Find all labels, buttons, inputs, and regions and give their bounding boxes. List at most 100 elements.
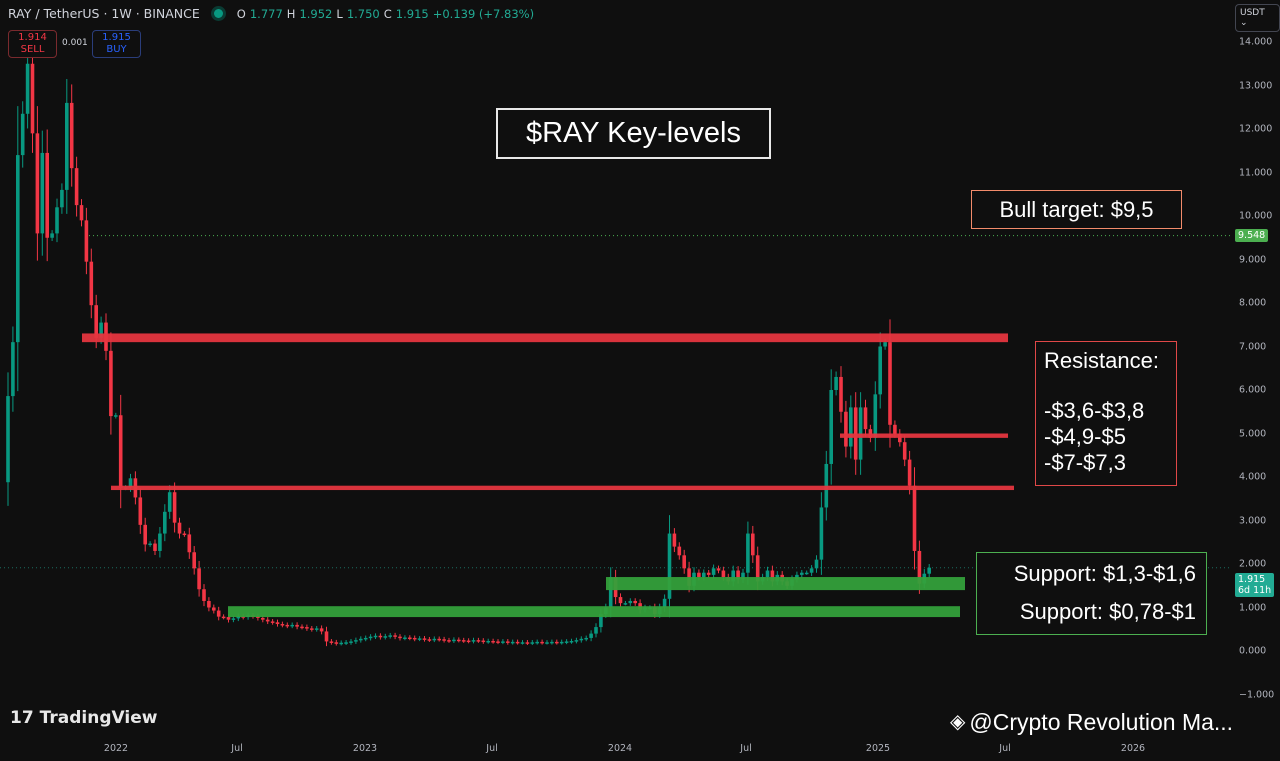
candle-body <box>873 394 878 438</box>
time-tick-label: Jul <box>231 743 243 754</box>
candle-body <box>373 635 378 638</box>
candle-body <box>50 233 54 238</box>
resistance-item: -$3,6-$3,8 <box>1044 398 1145 423</box>
resistance-zone <box>82 333 1008 343</box>
candle-body <box>765 570 770 578</box>
currency-label: USDT <box>1240 8 1265 18</box>
buy-button[interactable]: 1.915 BUY <box>92 30 141 58</box>
candle-body <box>153 543 157 551</box>
candle-body <box>457 639 461 642</box>
candle-body <box>167 492 172 512</box>
candle-body <box>452 639 456 642</box>
candle-body <box>731 570 735 582</box>
ohlc-low: 1.750 <box>346 6 380 21</box>
symbol-title[interactable]: RAY / TetherUS · 1W · BINANCE <box>8 6 200 21</box>
candle-body <box>55 207 59 234</box>
candle-body <box>461 640 466 642</box>
binance-icon: ◈ <box>950 711 966 733</box>
time-tick-label: 2023 <box>352 743 378 754</box>
candle-body <box>520 642 525 644</box>
candle-body <box>814 559 819 569</box>
candle-body <box>20 113 25 156</box>
candle-body <box>305 627 309 629</box>
candle-body <box>893 424 897 434</box>
candle-body <box>442 639 446 641</box>
candle-body <box>545 642 549 644</box>
bull-target-annotation[interactable]: Bull target: $9,5 <box>971 190 1182 229</box>
candle-body <box>295 624 299 627</box>
candle-body <box>403 637 407 640</box>
candle-body <box>662 598 667 608</box>
ohlc-high: 1.952 <box>299 6 333 21</box>
candle-body <box>329 641 334 643</box>
time-tick-label: Jul <box>999 743 1011 754</box>
candle-body <box>148 543 152 546</box>
price-tick-label: 6.000 <box>1239 384 1267 396</box>
candle-body <box>158 533 162 551</box>
candle-body <box>751 533 755 556</box>
time-tick-label: 2022 <box>103 743 129 754</box>
ohlc-close: 1.915 <box>395 6 429 21</box>
candle-body <box>408 637 412 640</box>
resistance-annotation[interactable]: Resistance: -$3,6-$3,8 -$4,9-$5 -$7-$7,3 <box>1035 341 1177 486</box>
ohlc-readout: O 1.777 H 1.952 L 1.750 C 1.915 +0.139 (+7.8… <box>237 7 534 21</box>
candle-body <box>45 152 49 238</box>
price-tick-label: 8.000 <box>1239 297 1267 309</box>
sell-button[interactable]: 1.914 SELL <box>8 30 57 58</box>
candle-body <box>599 614 603 628</box>
candle-body <box>60 189 64 208</box>
sell-price: 1.914 <box>18 32 47 43</box>
candle-body <box>466 640 471 643</box>
candle-body <box>310 628 314 630</box>
price-tick-label: 9.000 <box>1239 254 1267 265</box>
candle-body <box>265 619 270 622</box>
candle-body <box>515 641 520 644</box>
candle-body <box>437 638 441 641</box>
candle-body <box>84 220 89 262</box>
candle-body <box>383 636 388 638</box>
price-tick-label: 12.000 <box>1239 123 1273 135</box>
candle-body <box>40 152 45 234</box>
candle-body <box>427 639 432 641</box>
ohlc-open-label: O <box>236 6 246 21</box>
support-annotation[interactable]: Support: $1,3-$1,6 Support: $0,78-$1 <box>976 552 1207 635</box>
chart-title-annotation[interactable]: $RAY Key-levels <box>496 108 771 159</box>
candle-body <box>844 411 848 447</box>
price-tick-label: 13.000 <box>1239 80 1273 91</box>
candle-body <box>378 635 383 638</box>
buy-price: 1.915 <box>102 32 131 43</box>
candle-body <box>559 641 564 644</box>
support-zone <box>228 606 960 618</box>
resistance-item: -$7-$7,3 <box>1044 450 1126 475</box>
candle-body <box>628 600 633 604</box>
candle-body <box>285 624 290 627</box>
ohlc-open: 1.777 <box>249 6 283 21</box>
currency-dropdown[interactable]: USDT ⌄ <box>1235 4 1280 32</box>
candle-body <box>917 550 922 584</box>
candle-body <box>300 626 304 629</box>
resistance-item: -$4,9-$5 <box>1044 424 1126 449</box>
candle-body <box>432 638 437 641</box>
candle-body <box>79 205 84 221</box>
candle-body <box>216 610 221 617</box>
candle-body <box>65 102 69 190</box>
price-tick-label: 1.000 <box>1239 602 1267 613</box>
candle-body <box>261 617 265 620</box>
price-tick-label: 5.000 <box>1239 428 1267 439</box>
candle-body <box>746 533 750 573</box>
tradingview-logo[interactable]: 17 TradingView <box>10 708 157 728</box>
candle-body <box>677 546 682 556</box>
candle-body <box>888 342 892 425</box>
candle-body <box>280 624 285 626</box>
candle-body <box>530 642 535 644</box>
price-tick-label: 0.000 <box>1239 645 1267 657</box>
price-tick-label: 10.000 <box>1239 210 1273 222</box>
candle-body <box>510 641 515 644</box>
candle-body <box>741 572 745 580</box>
candle-body <box>187 534 192 553</box>
candle-body <box>94 305 98 338</box>
candle-body <box>339 642 343 645</box>
time-tick-label: 2024 <box>607 743 633 754</box>
candle-body <box>163 511 167 534</box>
